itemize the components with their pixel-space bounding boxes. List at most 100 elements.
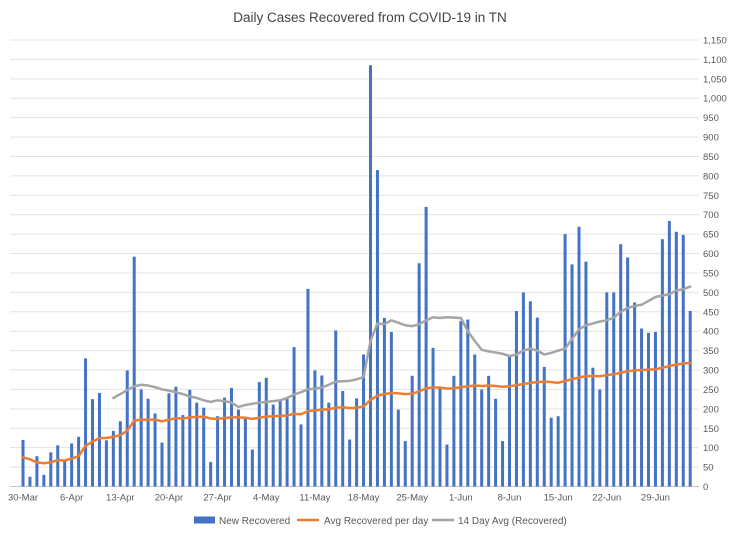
bar-20-Jun: [591, 367, 595, 487]
y-tick-label: 600: [703, 249, 719, 260]
bar-16-May: [348, 439, 352, 487]
y-tick-label: 850: [703, 152, 719, 163]
bar-21-Apr: [174, 386, 178, 487]
x-tick-label: 13-Apr: [106, 493, 135, 504]
bar-10-Jun: [521, 292, 525, 487]
bar-3-Apr: [49, 452, 53, 487]
bar-2-May: [250, 449, 254, 487]
x-tick-label: 30-Mar: [8, 493, 38, 504]
new-recovered-bars: [21, 65, 692, 487]
bar-15-May: [341, 390, 345, 487]
bar-24-Jun: [619, 244, 623, 487]
bar-12-May: [320, 375, 324, 487]
y-tick-label: 1,100: [703, 55, 727, 66]
y-tick-label: 200: [703, 404, 719, 415]
bar-23-Jun: [612, 292, 616, 487]
average-lines: [21, 285, 692, 465]
bar-22-Jun: [605, 292, 609, 487]
bar-18-Apr: [153, 413, 157, 487]
bar-13-May: [327, 402, 331, 487]
bar-3-Jun: [473, 354, 477, 487]
bar-19-Jun: [584, 261, 588, 487]
bar-15-Jun: [556, 416, 560, 487]
x-tick-label: 29-Jun: [641, 493, 670, 504]
bar-30-May: [445, 444, 449, 487]
x-tick-label: 4-May: [253, 493, 280, 504]
bar-7-May: [285, 397, 289, 487]
x-tick-label: 15-Jun: [544, 493, 573, 504]
bar-4-May: [264, 377, 268, 487]
x-tick-label: 20-Apr: [155, 493, 184, 504]
horizontal-gridlines: [10, 39, 699, 487]
bar-25-Apr: [202, 407, 206, 487]
y-tick-label: 550: [703, 268, 719, 279]
bar-7-Apr: [77, 436, 81, 487]
bar-12-Apr: [111, 430, 115, 487]
y-tick-label: 950: [703, 113, 719, 124]
y-tick-label: 150: [703, 424, 719, 435]
bar-29-Apr: [230, 387, 233, 487]
bar-22-Apr: [181, 415, 185, 487]
bar-17-May: [355, 398, 359, 487]
bar-11-May: [313, 370, 317, 487]
bar-9-Jun: [514, 311, 518, 487]
y-tick-label: 700: [703, 210, 719, 221]
legend-label-avg-recovered: Avg Recovered per day: [324, 516, 428, 527]
bar-3-May: [257, 382, 261, 487]
bar-12-Jun: [535, 317, 539, 487]
bar-1-May: [243, 417, 247, 487]
y-tick-label: 1,150: [703, 36, 727, 47]
bar-20-May: [375, 170, 379, 487]
bar-5-Jun: [487, 375, 491, 487]
bar-13-Apr: [118, 421, 122, 487]
y-axis-tick-labels: 0 50 100 150 200 250 300 350 400 450 500 550 600 650 7…: [703, 36, 727, 494]
bar-16-Apr: [139, 389, 143, 487]
x-tick-label: 27-Apr: [203, 493, 232, 504]
y-tick-label: 800: [703, 171, 719, 182]
bar-6-Jun: [494, 398, 498, 487]
x-tick-label: 8-Jun: [498, 493, 522, 504]
bar-26-Apr: [209, 462, 213, 487]
bar-31-May: [452, 375, 456, 487]
bar-15-Apr: [132, 256, 136, 487]
bar-9-May: [299, 424, 303, 487]
bar-1-Jun: [459, 321, 463, 487]
bar-24-Apr: [195, 402, 199, 487]
x-tick-label: 25-May: [396, 493, 428, 504]
bar-21-May: [382, 317, 386, 487]
bar-20-Apr: [167, 393, 171, 487]
bar-4-Apr: [56, 445, 60, 487]
bar-8-Apr: [84, 358, 88, 487]
bar-1-Apr: [35, 456, 39, 487]
bar-2-Jul: [674, 231, 678, 487]
bar-30-Mar: [21, 439, 25, 487]
y-tick-label: 100: [703, 443, 719, 454]
bar-19-May: [369, 65, 372, 487]
y-tick-label: 1,000: [703, 94, 727, 105]
bar-6-May: [278, 401, 282, 487]
bar-27-Jun: [640, 328, 644, 487]
y-tick-label: 450: [703, 307, 719, 318]
bar-31-Mar: [28, 476, 32, 487]
bar-4-Jun: [480, 389, 484, 487]
y-tick-label: 500: [703, 288, 719, 299]
bar-2-Apr: [42, 474, 46, 487]
x-axis-tick-labels: 30-Mar 6-Apr 13-Apr 20-Apr 27-Apr 4-May 11-May…: [8, 493, 670, 504]
x-tick-label: 18-May: [348, 493, 380, 504]
bar-11-Apr: [104, 440, 108, 487]
bar-19-Apr: [160, 442, 164, 487]
bar-28-May: [431, 347, 435, 487]
y-tick-label: 1,050: [703, 74, 727, 85]
y-tick-label: 900: [703, 133, 719, 144]
bar-14-Jun: [549, 417, 553, 487]
legend-label-14day-avg: 14 Day Avg (Recovered): [458, 516, 567, 527]
bar-29-May: [438, 387, 442, 487]
bar-11-Jun: [528, 301, 532, 487]
bar-3-Jul: [681, 234, 685, 487]
bar-27-May: [424, 206, 428, 487]
bar-8-Jun: [508, 356, 511, 487]
x-tick-label: 11-May: [299, 493, 330, 504]
bar-29-Jun: [653, 331, 657, 487]
